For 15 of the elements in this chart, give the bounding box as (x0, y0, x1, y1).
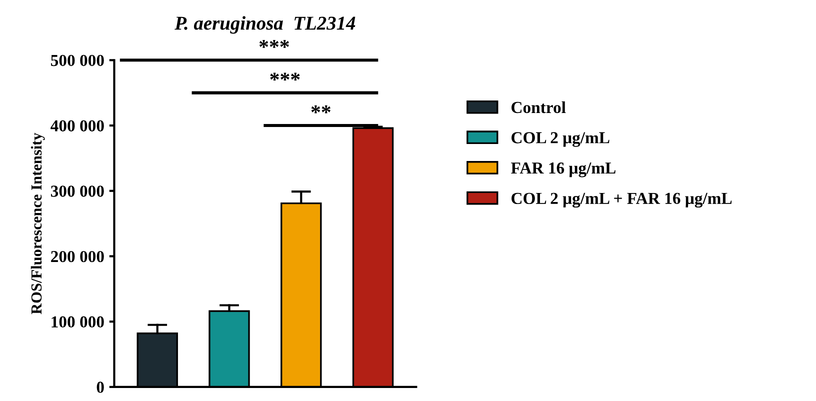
y-tick-label: 200 000 (51, 250, 104, 262)
y-tick-label: 0 (96, 382, 104, 393)
chart-title: P. aeruginosa TL2314 (174, 16, 356, 34)
annotation: ** (311, 105, 330, 114)
y-axis-title: ROS/Fluorescence Intensity (30, 132, 45, 314)
legend-label: COL 2 μg/mL + FAR 16 μg/mL (512, 192, 732, 208)
annotation: *** (270, 72, 300, 81)
y-tick-label: 100 000 (52, 316, 104, 328)
text: *** (259, 40, 289, 48)
legend-label: FAR 16 μg/mL (511, 162, 616, 178)
y-tick-label: 400 000 (50, 120, 104, 132)
legend-label: Control (512, 101, 566, 114)
legend-label: COL 2 μg/mL (512, 132, 610, 147)
y-tick-label: 500 000 (51, 54, 104, 66)
y-tick-label: 300 000 (50, 186, 104, 197)
